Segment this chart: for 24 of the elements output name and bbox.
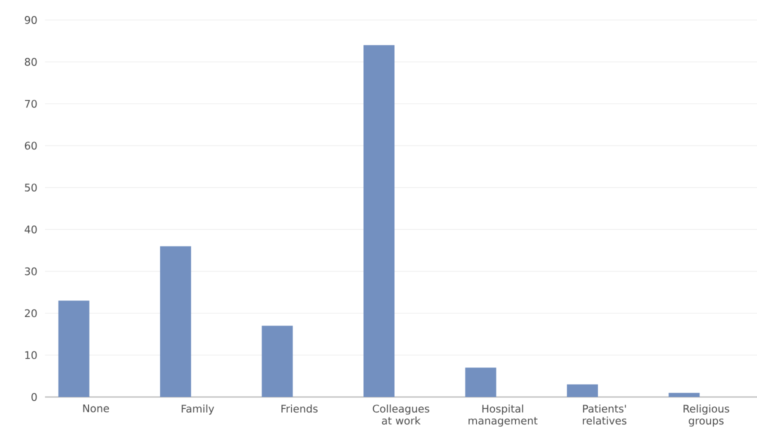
bar	[465, 368, 496, 397]
y-tick-label: 90	[24, 16, 37, 24]
x-tick-label: Patients' relatives	[582, 404, 626, 425]
y-tick-label: 50	[24, 184, 37, 192]
bar	[566, 384, 598, 397]
y-tick-label: 30	[24, 267, 37, 276]
bar	[262, 326, 293, 397]
x-tick-label: Colleagues at work	[372, 404, 430, 425]
x-tick-label: Family	[182, 404, 214, 415]
y-tick-label: 80	[24, 58, 37, 66]
x-tick-label: Friends	[282, 404, 318, 413]
bar	[668, 392, 700, 397]
y-tick-label: 20	[24, 309, 37, 318]
y-tick-label: 40	[24, 225, 37, 234]
bar	[160, 246, 192, 397]
bar	[58, 300, 90, 397]
x-tick-label: Hospital management	[468, 404, 538, 427]
y-tick-label: 60	[24, 142, 37, 150]
y-tick-label: 10	[25, 351, 37, 360]
y-tick-label: 70	[25, 100, 37, 108]
x-tick-label: None	[83, 404, 109, 412]
bar	[364, 45, 395, 397]
x-tick-label: Religious groups	[684, 404, 730, 427]
y-tick-label: 0	[32, 393, 37, 401]
